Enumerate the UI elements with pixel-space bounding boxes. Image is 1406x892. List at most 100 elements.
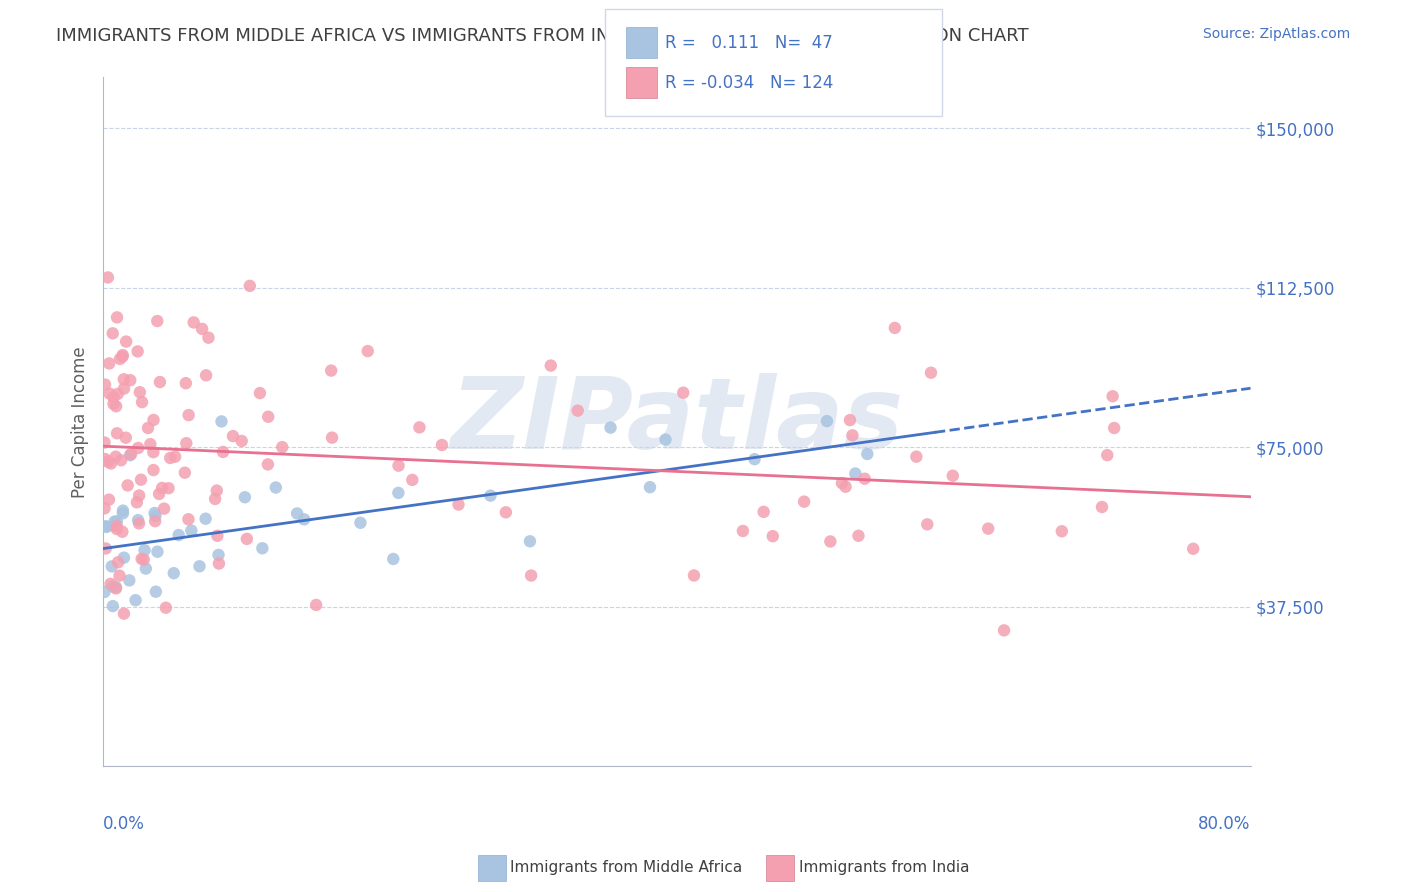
Point xyxy=(831,476,853,491)
Point xyxy=(173,466,195,480)
Point xyxy=(839,413,862,427)
Point xyxy=(93,585,115,599)
Point xyxy=(142,445,165,459)
Text: 80.0%: 80.0% xyxy=(1198,814,1250,832)
Point xyxy=(222,429,245,443)
Point xyxy=(387,458,409,473)
Point xyxy=(834,480,856,494)
Point xyxy=(135,561,157,575)
Point xyxy=(683,568,706,582)
Point xyxy=(163,566,186,581)
Point xyxy=(107,387,129,401)
Point xyxy=(917,517,939,532)
Point xyxy=(128,516,150,531)
Point xyxy=(100,559,122,574)
Point xyxy=(177,408,200,422)
Point xyxy=(118,574,141,588)
Point xyxy=(131,395,153,409)
Point xyxy=(94,452,117,467)
Point xyxy=(357,344,380,359)
Point xyxy=(211,414,233,428)
Text: R = -0.034   N= 124: R = -0.034 N= 124 xyxy=(665,74,834,92)
Point xyxy=(105,522,128,536)
Point xyxy=(815,414,838,428)
Point xyxy=(142,413,165,427)
Point xyxy=(204,491,226,506)
Point xyxy=(104,450,127,464)
Point xyxy=(153,501,176,516)
Point xyxy=(100,577,122,591)
Point xyxy=(285,507,308,521)
Point xyxy=(146,314,169,328)
Text: R =   0.111   N=  47: R = 0.111 N= 47 xyxy=(665,34,832,52)
Point xyxy=(841,428,863,442)
Point xyxy=(103,390,125,404)
Point xyxy=(208,557,231,571)
Text: Source: ZipAtlas.com: Source: ZipAtlas.com xyxy=(1202,27,1350,41)
Point xyxy=(101,599,124,614)
Point xyxy=(107,555,129,569)
Text: Immigrants from India: Immigrants from India xyxy=(799,861,969,875)
Point xyxy=(540,359,562,373)
Point xyxy=(93,501,115,516)
Point xyxy=(599,420,621,434)
Point xyxy=(1102,421,1125,435)
Point xyxy=(94,519,117,533)
Point xyxy=(520,568,543,582)
Point xyxy=(111,503,134,517)
Point xyxy=(495,505,517,519)
Point xyxy=(321,431,343,445)
Point xyxy=(231,434,253,448)
Point xyxy=(112,372,135,386)
Point xyxy=(97,270,120,285)
Point xyxy=(207,529,229,543)
Point xyxy=(115,334,138,349)
Point xyxy=(349,516,371,530)
Point xyxy=(905,450,928,464)
Point xyxy=(98,356,121,370)
Point xyxy=(447,498,470,512)
Point xyxy=(143,506,166,520)
Point xyxy=(567,403,589,417)
Point xyxy=(93,435,115,450)
Text: Immigrants from Middle Africa: Immigrants from Middle Africa xyxy=(510,861,742,875)
Point xyxy=(401,473,423,487)
Point xyxy=(118,448,141,462)
Point xyxy=(117,478,139,492)
Point xyxy=(103,397,125,411)
Point xyxy=(236,532,259,546)
Point xyxy=(197,331,219,345)
Point xyxy=(176,436,198,450)
Point xyxy=(136,421,159,435)
Point xyxy=(101,580,124,594)
Point xyxy=(257,458,280,472)
Point xyxy=(105,519,128,533)
Point xyxy=(271,440,294,454)
Point xyxy=(104,580,127,594)
Point xyxy=(257,409,280,424)
Point xyxy=(128,489,150,503)
Point xyxy=(105,399,128,413)
Point xyxy=(194,512,217,526)
Point xyxy=(105,582,128,596)
Point xyxy=(143,514,166,528)
Point xyxy=(856,447,879,461)
Point xyxy=(844,467,866,481)
Point xyxy=(127,513,149,527)
Point xyxy=(112,550,135,565)
Point xyxy=(654,433,676,447)
Point xyxy=(387,486,409,500)
Point xyxy=(94,541,117,556)
Y-axis label: Per Capita Income: Per Capita Income xyxy=(72,346,89,498)
Text: IMMIGRANTS FROM MIDDLE AFRICA VS IMMIGRANTS FROM INDIA PER CAPITA INCOME CORRELA: IMMIGRANTS FROM MIDDLE AFRICA VS IMMIGRA… xyxy=(56,27,1029,45)
Point xyxy=(159,450,181,465)
Point xyxy=(1097,448,1119,462)
Point xyxy=(191,322,214,336)
Point xyxy=(127,344,149,359)
Point xyxy=(920,366,942,380)
Point xyxy=(752,505,775,519)
Point xyxy=(124,593,146,607)
Point xyxy=(744,452,766,467)
Point xyxy=(120,373,142,387)
Point xyxy=(104,519,127,533)
